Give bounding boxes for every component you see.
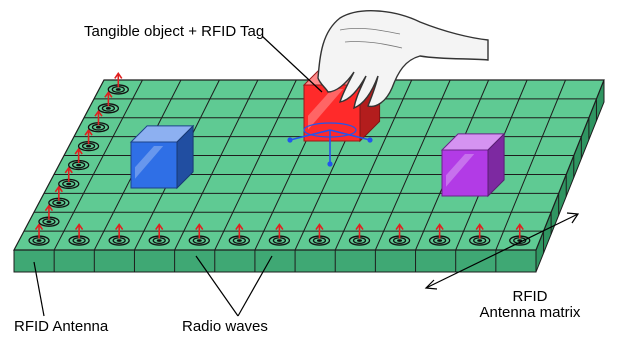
axis-arrows-icon xyxy=(287,122,373,167)
grid-line-col xyxy=(214,79,297,251)
antenna-coil-icon xyxy=(308,223,331,246)
radio-wave-arrow-icon xyxy=(435,223,444,239)
board-front-face xyxy=(13,249,537,273)
waves-callout-line-1 xyxy=(195,255,239,317)
matrix-arrow-head-2 xyxy=(566,212,580,224)
antenna-coil-icon xyxy=(28,223,50,246)
antenna-matrix-label-line1: RFID xyxy=(512,288,548,305)
antenna-matrix-label-line2: Antenna matrix xyxy=(479,304,581,321)
radio-wave-arrow-icon xyxy=(114,223,124,239)
antenna-coil-icon xyxy=(58,166,80,190)
grid-line-col xyxy=(174,79,259,251)
radio-wave-arrow-icon xyxy=(44,204,54,220)
hand-shading xyxy=(339,27,403,49)
matrix-arrow-line xyxy=(425,213,579,289)
blue-cube-highlight xyxy=(135,146,164,179)
radio-wave-arrow-icon xyxy=(235,223,244,239)
matrix-arrow-head-1 xyxy=(424,279,438,290)
radio-wave-arrow-icon xyxy=(94,109,103,126)
radio-wave-arrow-icon xyxy=(155,223,164,239)
grid-line-col xyxy=(53,79,143,251)
hand-icon xyxy=(317,10,489,110)
radio-wave-arrow-icon xyxy=(515,223,524,239)
tangible-object-label: Tangible object + RFID Tag xyxy=(84,23,265,40)
antenna-coil-icon xyxy=(108,223,130,246)
red-cube-highlight xyxy=(308,89,344,130)
antenna-coil-icon xyxy=(469,223,491,246)
antenna-coil-icon xyxy=(148,223,170,246)
grid-line-col xyxy=(374,79,451,251)
radio-wave-arrow-icon xyxy=(275,223,284,239)
radio-waves-label: Radio waves xyxy=(182,318,268,335)
antenna-coil-icon xyxy=(107,72,129,95)
antenna-coil-icon xyxy=(188,223,210,246)
antenna-coils xyxy=(28,72,531,246)
blue-cube xyxy=(129,124,195,190)
radio-wave-arrow-icon xyxy=(395,223,404,239)
rfid-antenna-label: RFID Antenna xyxy=(14,318,109,335)
radio-wave-arrow-icon xyxy=(315,223,324,239)
purple-cube-highlight xyxy=(446,154,475,187)
antenna-coil-icon xyxy=(77,128,100,152)
antenna-coil-icon xyxy=(97,90,120,114)
radio-wave-arrow-icon xyxy=(114,72,123,88)
antenna-coil-icon xyxy=(38,204,60,227)
radio-wave-arrow-icon xyxy=(355,223,364,239)
radio-wave-arrow-icon xyxy=(84,128,93,145)
radio-wave-arrow-icon xyxy=(74,147,83,163)
antenna-coil-icon xyxy=(268,223,291,246)
waves-callout-line-2 xyxy=(237,255,273,317)
antenna-coil-icon xyxy=(228,223,250,246)
antenna-coil-icon xyxy=(48,185,70,208)
radio-wave-arrow-icon xyxy=(74,223,84,239)
antenna-coil-icon xyxy=(87,109,110,133)
antenna-coil-icon xyxy=(388,223,411,246)
blue-cube-side xyxy=(176,124,194,190)
purple-cube xyxy=(440,132,506,198)
antenna-callout-line xyxy=(33,261,45,317)
radio-wave-arrow-icon xyxy=(475,223,484,239)
antenna-coil-icon xyxy=(428,223,451,246)
antenna-coil-icon xyxy=(68,223,90,246)
antenna-coil-icon xyxy=(348,223,371,246)
radio-wave-arrow-icon xyxy=(195,223,204,239)
callout-lines xyxy=(33,35,580,317)
radio-wave-arrow-icon xyxy=(104,90,113,107)
radio-wave-arrow-icon xyxy=(64,166,73,182)
radio-wave-arrow-icon xyxy=(54,185,63,201)
tangible-callout-line xyxy=(261,35,323,93)
antenna-coil-icon xyxy=(68,147,90,171)
grid-line-col xyxy=(495,79,567,251)
grid-line-col xyxy=(334,79,413,251)
radio-wave-arrow-icon xyxy=(34,223,44,239)
antenna-matrix-board xyxy=(13,79,605,273)
antenna-coil-icon xyxy=(509,223,531,246)
purple-cube-side xyxy=(487,132,505,198)
hand-outline xyxy=(317,10,489,110)
